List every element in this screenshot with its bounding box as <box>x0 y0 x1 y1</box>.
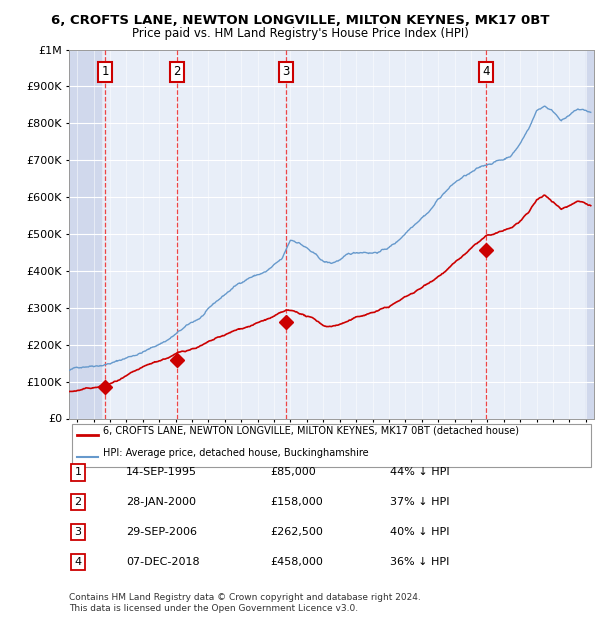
Text: 40% ↓ HPI: 40% ↓ HPI <box>390 527 449 537</box>
Text: 6, CROFTS LANE, NEWTON LONGVILLE, MILTON KEYNES, MK17 0BT (detached house): 6, CROFTS LANE, NEWTON LONGVILLE, MILTON… <box>103 426 519 436</box>
Text: 1: 1 <box>74 467 82 477</box>
Text: 44% ↓ HPI: 44% ↓ HPI <box>390 467 449 477</box>
Text: 2: 2 <box>173 65 181 78</box>
Bar <box>69 50 102 419</box>
Text: 37% ↓ HPI: 37% ↓ HPI <box>390 497 449 507</box>
Text: 3: 3 <box>74 527 82 537</box>
Text: £262,500: £262,500 <box>270 527 323 537</box>
Bar <box>586 50 594 419</box>
Text: £85,000: £85,000 <box>270 467 316 477</box>
Text: 36% ↓ HPI: 36% ↓ HPI <box>390 557 449 567</box>
Text: 1: 1 <box>101 65 109 78</box>
Bar <box>69 50 102 419</box>
Text: 14-SEP-1995: 14-SEP-1995 <box>126 467 197 477</box>
Text: 2: 2 <box>74 497 82 507</box>
Text: HPI: Average price, detached house, Buckinghamshire: HPI: Average price, detached house, Buck… <box>103 448 369 458</box>
FancyBboxPatch shape <box>71 424 592 467</box>
Text: 4: 4 <box>482 65 490 78</box>
Text: 4: 4 <box>74 557 82 567</box>
Text: 07-DEC-2018: 07-DEC-2018 <box>126 557 200 567</box>
Text: Contains HM Land Registry data © Crown copyright and database right 2024.
This d: Contains HM Land Registry data © Crown c… <box>69 593 421 613</box>
Text: 6, CROFTS LANE, NEWTON LONGVILLE, MILTON KEYNES, MK17 0BT: 6, CROFTS LANE, NEWTON LONGVILLE, MILTON… <box>51 14 549 27</box>
Text: 3: 3 <box>283 65 290 78</box>
Text: 29-SEP-2006: 29-SEP-2006 <box>126 527 197 537</box>
Text: £158,000: £158,000 <box>270 497 323 507</box>
Text: Price paid vs. HM Land Registry's House Price Index (HPI): Price paid vs. HM Land Registry's House … <box>131 27 469 40</box>
Text: £458,000: £458,000 <box>270 557 323 567</box>
Text: 28-JAN-2000: 28-JAN-2000 <box>126 497 196 507</box>
